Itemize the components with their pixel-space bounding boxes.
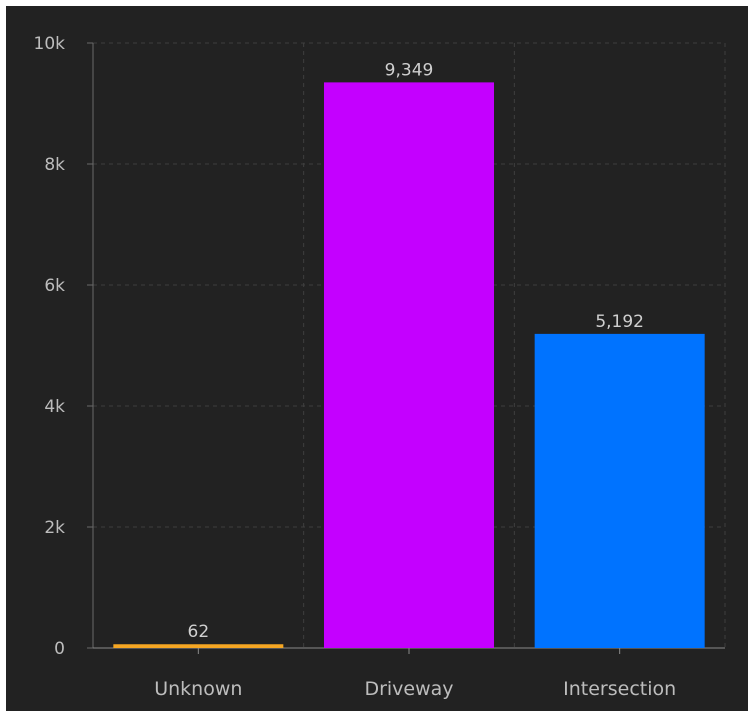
bar-unknown[interactable]: [113, 644, 284, 648]
y-tick-label: 10k: [34, 34, 66, 54]
data-label: 62: [188, 622, 210, 642]
bar-driveway[interactable]: [324, 82, 494, 648]
y-tick-label: 0: [54, 639, 65, 659]
data-label: 9,349: [385, 60, 434, 80]
y-tick-label: 6k: [44, 276, 65, 296]
x-tick-label: Unknown: [154, 678, 242, 700]
x-tick-label: Driveway: [364, 678, 453, 700]
bar-intersection[interactable]: [534, 333, 705, 648]
y-tick-label: 8k: [44, 155, 65, 175]
y-tick-label: 2k: [44, 518, 65, 538]
data-label: 5,192: [595, 312, 644, 332]
x-tick-label: Intersection: [563, 678, 676, 700]
y-tick-label: 4k: [44, 397, 65, 417]
